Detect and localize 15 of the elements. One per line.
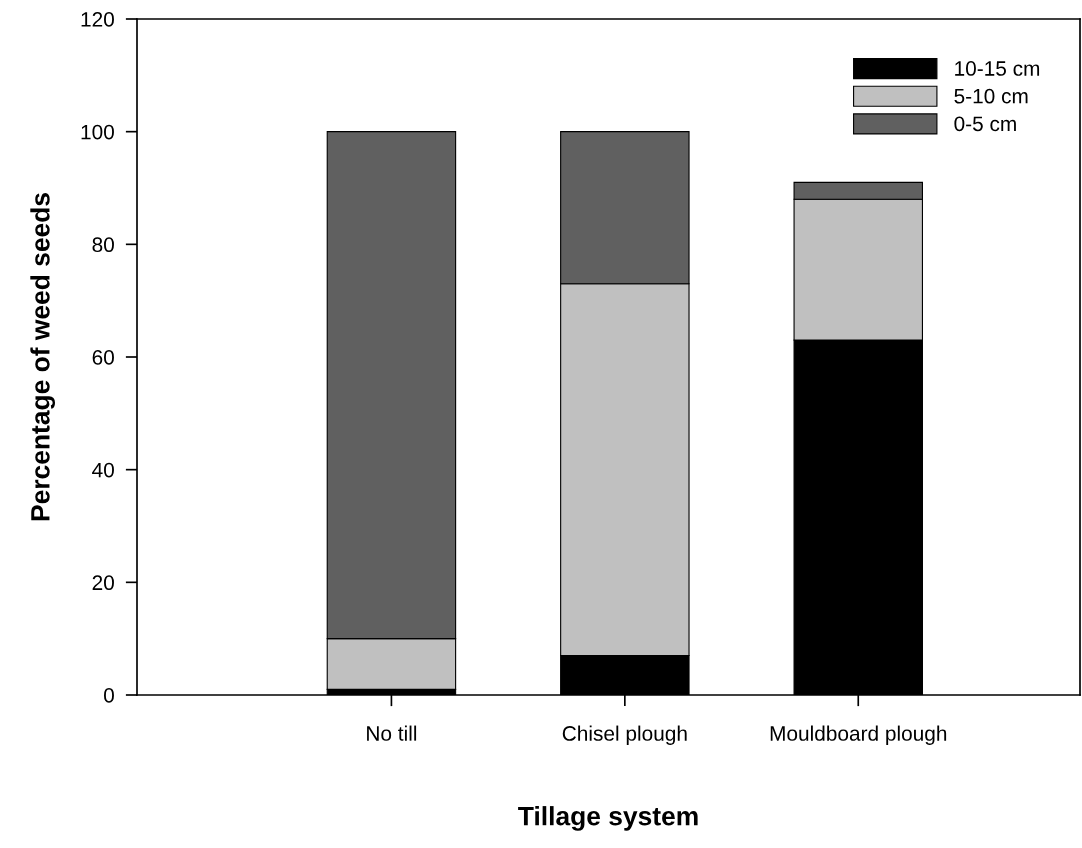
legend-label: 10-15 cm — [955, 61, 1040, 76]
y-tick-label: 100 — [81, 124, 114, 140]
y-tick-label: 40 — [92, 462, 114, 478]
y-tick-label: 0 — [104, 688, 114, 703]
y-tick-label: 80 — [92, 237, 114, 253]
x-tick-label: Mouldboard plough — [770, 725, 947, 745]
x-axis-title: Tillage system — [518, 806, 698, 831]
y-tick-label: 60 — [92, 350, 114, 365]
y-tick-label: 20 — [92, 575, 114, 591]
y-axis-title: Percentage of weed seeds — [30, 193, 56, 521]
x-tick-label: No till — [367, 725, 417, 741]
legend-label: 5-10 cm — [954, 88, 1028, 104]
x-tick-label: Chisel plough — [562, 725, 687, 745]
y-tick-label: 120 — [81, 12, 114, 27]
legend-label: 0-5 cm — [954, 116, 1016, 132]
